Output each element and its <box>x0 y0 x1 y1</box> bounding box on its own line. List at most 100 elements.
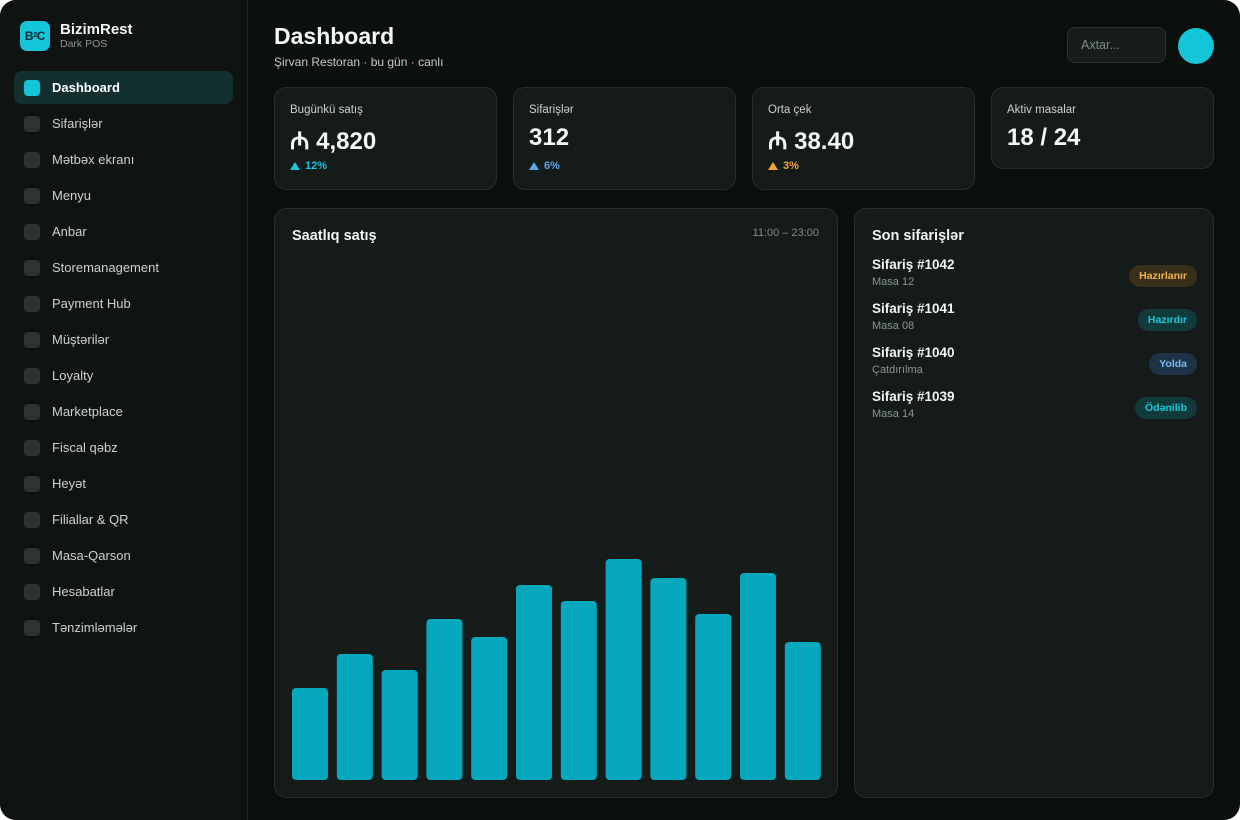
trend-up-icon <box>529 162 539 170</box>
order-title: Sifariş #1041 <box>872 301 955 316</box>
list-item[interactable]: Sifariş #1040 Çatdırılma Yolda <box>872 345 1197 381</box>
status-badge: Hazırlanır <box>1129 265 1197 287</box>
sidebar-item-storemanagement[interactable]: Storemanagement <box>14 251 233 284</box>
receipt-icon <box>24 439 40 456</box>
order-title: Sifariş #1042 <box>872 257 955 272</box>
qr-icon <box>24 511 40 528</box>
sidebar-item-label: Müştərilər <box>52 332 110 347</box>
hourly-sales-panel: Saatlıq satış 11:00 – 23:00 <box>274 208 838 798</box>
hourly-sales-chart <box>292 559 821 780</box>
chart-bar <box>605 559 642 780</box>
chart-bar <box>426 619 463 780</box>
list-item[interactable]: Sifariş #1039 Masa 14 Ödənilib <box>872 389 1197 425</box>
sidebar-item-fiscal-receipt[interactable]: Fiscal qəbz <box>14 431 233 464</box>
order-table: Masa 12 <box>872 276 915 288</box>
page-subtitle: Şirvan Restoran · bu gün · canlı <box>274 55 444 69</box>
sidebar-item-label: Menyu <box>52 188 92 203</box>
stat-card-average-check: Orta çek ₼ 38.40 3% <box>752 87 975 190</box>
sidebar-item-label: Heyət <box>52 476 86 491</box>
customers-icon <box>24 331 40 348</box>
chart-bar <box>292 688 328 780</box>
sidebar-item-customers[interactable]: Müştərilər <box>14 323 233 356</box>
stat-label: Aktiv masalar <box>1007 104 1077 116</box>
reports-icon <box>24 583 40 600</box>
chart-bar <box>695 614 732 780</box>
sidebar-item-staff[interactable]: Heyət <box>14 467 233 500</box>
sidebar-item-label: Dashboard <box>52 80 120 95</box>
sidebar-item-payment-hub[interactable]: Payment Hub <box>14 287 233 320</box>
sidebar-item-reports[interactable]: Hesabatlar <box>14 575 233 608</box>
order-table: Masa 08 <box>872 320 915 332</box>
sidebar-item-orders[interactable]: Sifarişlər <box>14 107 233 140</box>
sidebar-item-branches-qr[interactable]: Filiallar & QR <box>14 503 233 536</box>
stat-card-active-tables: Aktiv masalar 18 / 24 <box>991 87 1214 169</box>
stat-value: 18 / 24 <box>1007 124 1081 151</box>
sidebar-item-label: Hesabatlar <box>52 584 115 599</box>
stat-label: Bugünkü satış <box>290 104 363 116</box>
sidebar-item-label: Tənzimləmələr <box>52 620 138 635</box>
list-item[interactable]: Sifariş #1041 Masa 08 Hazırdır <box>872 301 1197 337</box>
stat-delta: 3% <box>768 160 799 172</box>
sidebar-nav: Dashboard Sifarişlər Mətbəx ekranı Menyu… <box>14 71 233 644</box>
sidebar-item-label: Storemanagement <box>52 260 159 275</box>
sidebar-item-label: Payment Hub <box>52 296 131 311</box>
stat-delta: 6% <box>529 160 560 172</box>
recent-orders-panel: Son sifarişlər Sifariş #1042 Masa 12 Haz… <box>854 208 1214 798</box>
chart-bar <box>784 642 821 780</box>
stat-card-orders: Sifarişlər 312 6% <box>513 87 736 190</box>
brand-name: BizimRest <box>60 21 133 38</box>
settings-icon <box>24 619 40 636</box>
sidebar-item-settings[interactable]: Tənzimləmələr <box>14 611 233 644</box>
panel-title: Saatlıq satış <box>292 228 377 244</box>
sidebar-item-warehouse[interactable]: Anbar <box>14 215 233 248</box>
time-range: 11:00 – 23:00 <box>752 227 819 239</box>
chart-bar <box>471 637 508 780</box>
stat-value: ₼ 38.40 <box>768 128 855 155</box>
brand-subtitle: Dark POS <box>60 38 108 50</box>
sidebar-item-label: Filiallar & QR <box>52 512 129 527</box>
list-item[interactable]: Sifariş #1042 Masa 12 Hazırlanır <box>872 257 1197 293</box>
sidebar-item-dashboard[interactable]: Dashboard <box>14 71 233 104</box>
dashboard-icon <box>24 79 40 96</box>
sidebar-item-marketplace[interactable]: Marketplace <box>14 395 233 428</box>
sidebar-item-label: Anbar <box>52 224 87 239</box>
chart-bar <box>516 585 552 780</box>
order-table: Masa 14 <box>872 408 915 420</box>
chart-bar <box>381 670 418 780</box>
panel-title: Son sifarişlər <box>872 228 964 244</box>
sidebar-item-label: Masa-Qarson <box>52 548 131 563</box>
warehouse-icon <box>24 223 40 240</box>
main-content: Dashboard Şirvan Restoran · bu gün · can… <box>248 0 1240 820</box>
chart-bar <box>560 601 597 780</box>
stat-value: 312 <box>529 124 570 151</box>
table-icon <box>24 547 40 564</box>
sidebar-item-label: Fiscal qəbz <box>52 440 118 455</box>
order-title: Sifariş #1040 <box>872 345 955 360</box>
avatar[interactable] <box>1178 28 1214 64</box>
chart-bar <box>650 578 687 780</box>
trend-up-icon <box>290 162 300 170</box>
marketplace-icon <box>24 403 40 420</box>
trend-up-icon <box>768 162 778 170</box>
page-title: Dashboard <box>274 23 395 49</box>
loyalty-icon <box>24 367 40 384</box>
sidebar-item-table-waiter[interactable]: Masa-Qarson <box>14 539 233 572</box>
chart-bar <box>740 573 776 780</box>
sidebar-item-loyalty[interactable]: Loyalty <box>14 359 233 392</box>
stat-label: Sifarişlər <box>529 104 574 116</box>
sidebar-item-label: Mətbəx ekranı <box>52 152 135 167</box>
order-title: Sifariş #1039 <box>872 389 955 404</box>
sidebar-item-kitchen-screen[interactable]: Mətbəx ekranı <box>14 143 233 176</box>
stat-value: ₼ 4,820 <box>290 128 377 155</box>
status-badge: Yolda <box>1149 353 1197 375</box>
stat-label: Orta çek <box>768 104 812 116</box>
status-badge: Hazırdır <box>1137 309 1197 331</box>
order-table: Çatdırılma <box>872 364 923 376</box>
kitchen-icon <box>24 151 40 168</box>
search-input[interactable] <box>1067 27 1166 63</box>
sidebar-item-menu[interactable]: Menyu <box>14 179 233 212</box>
payment-icon <box>24 295 40 312</box>
